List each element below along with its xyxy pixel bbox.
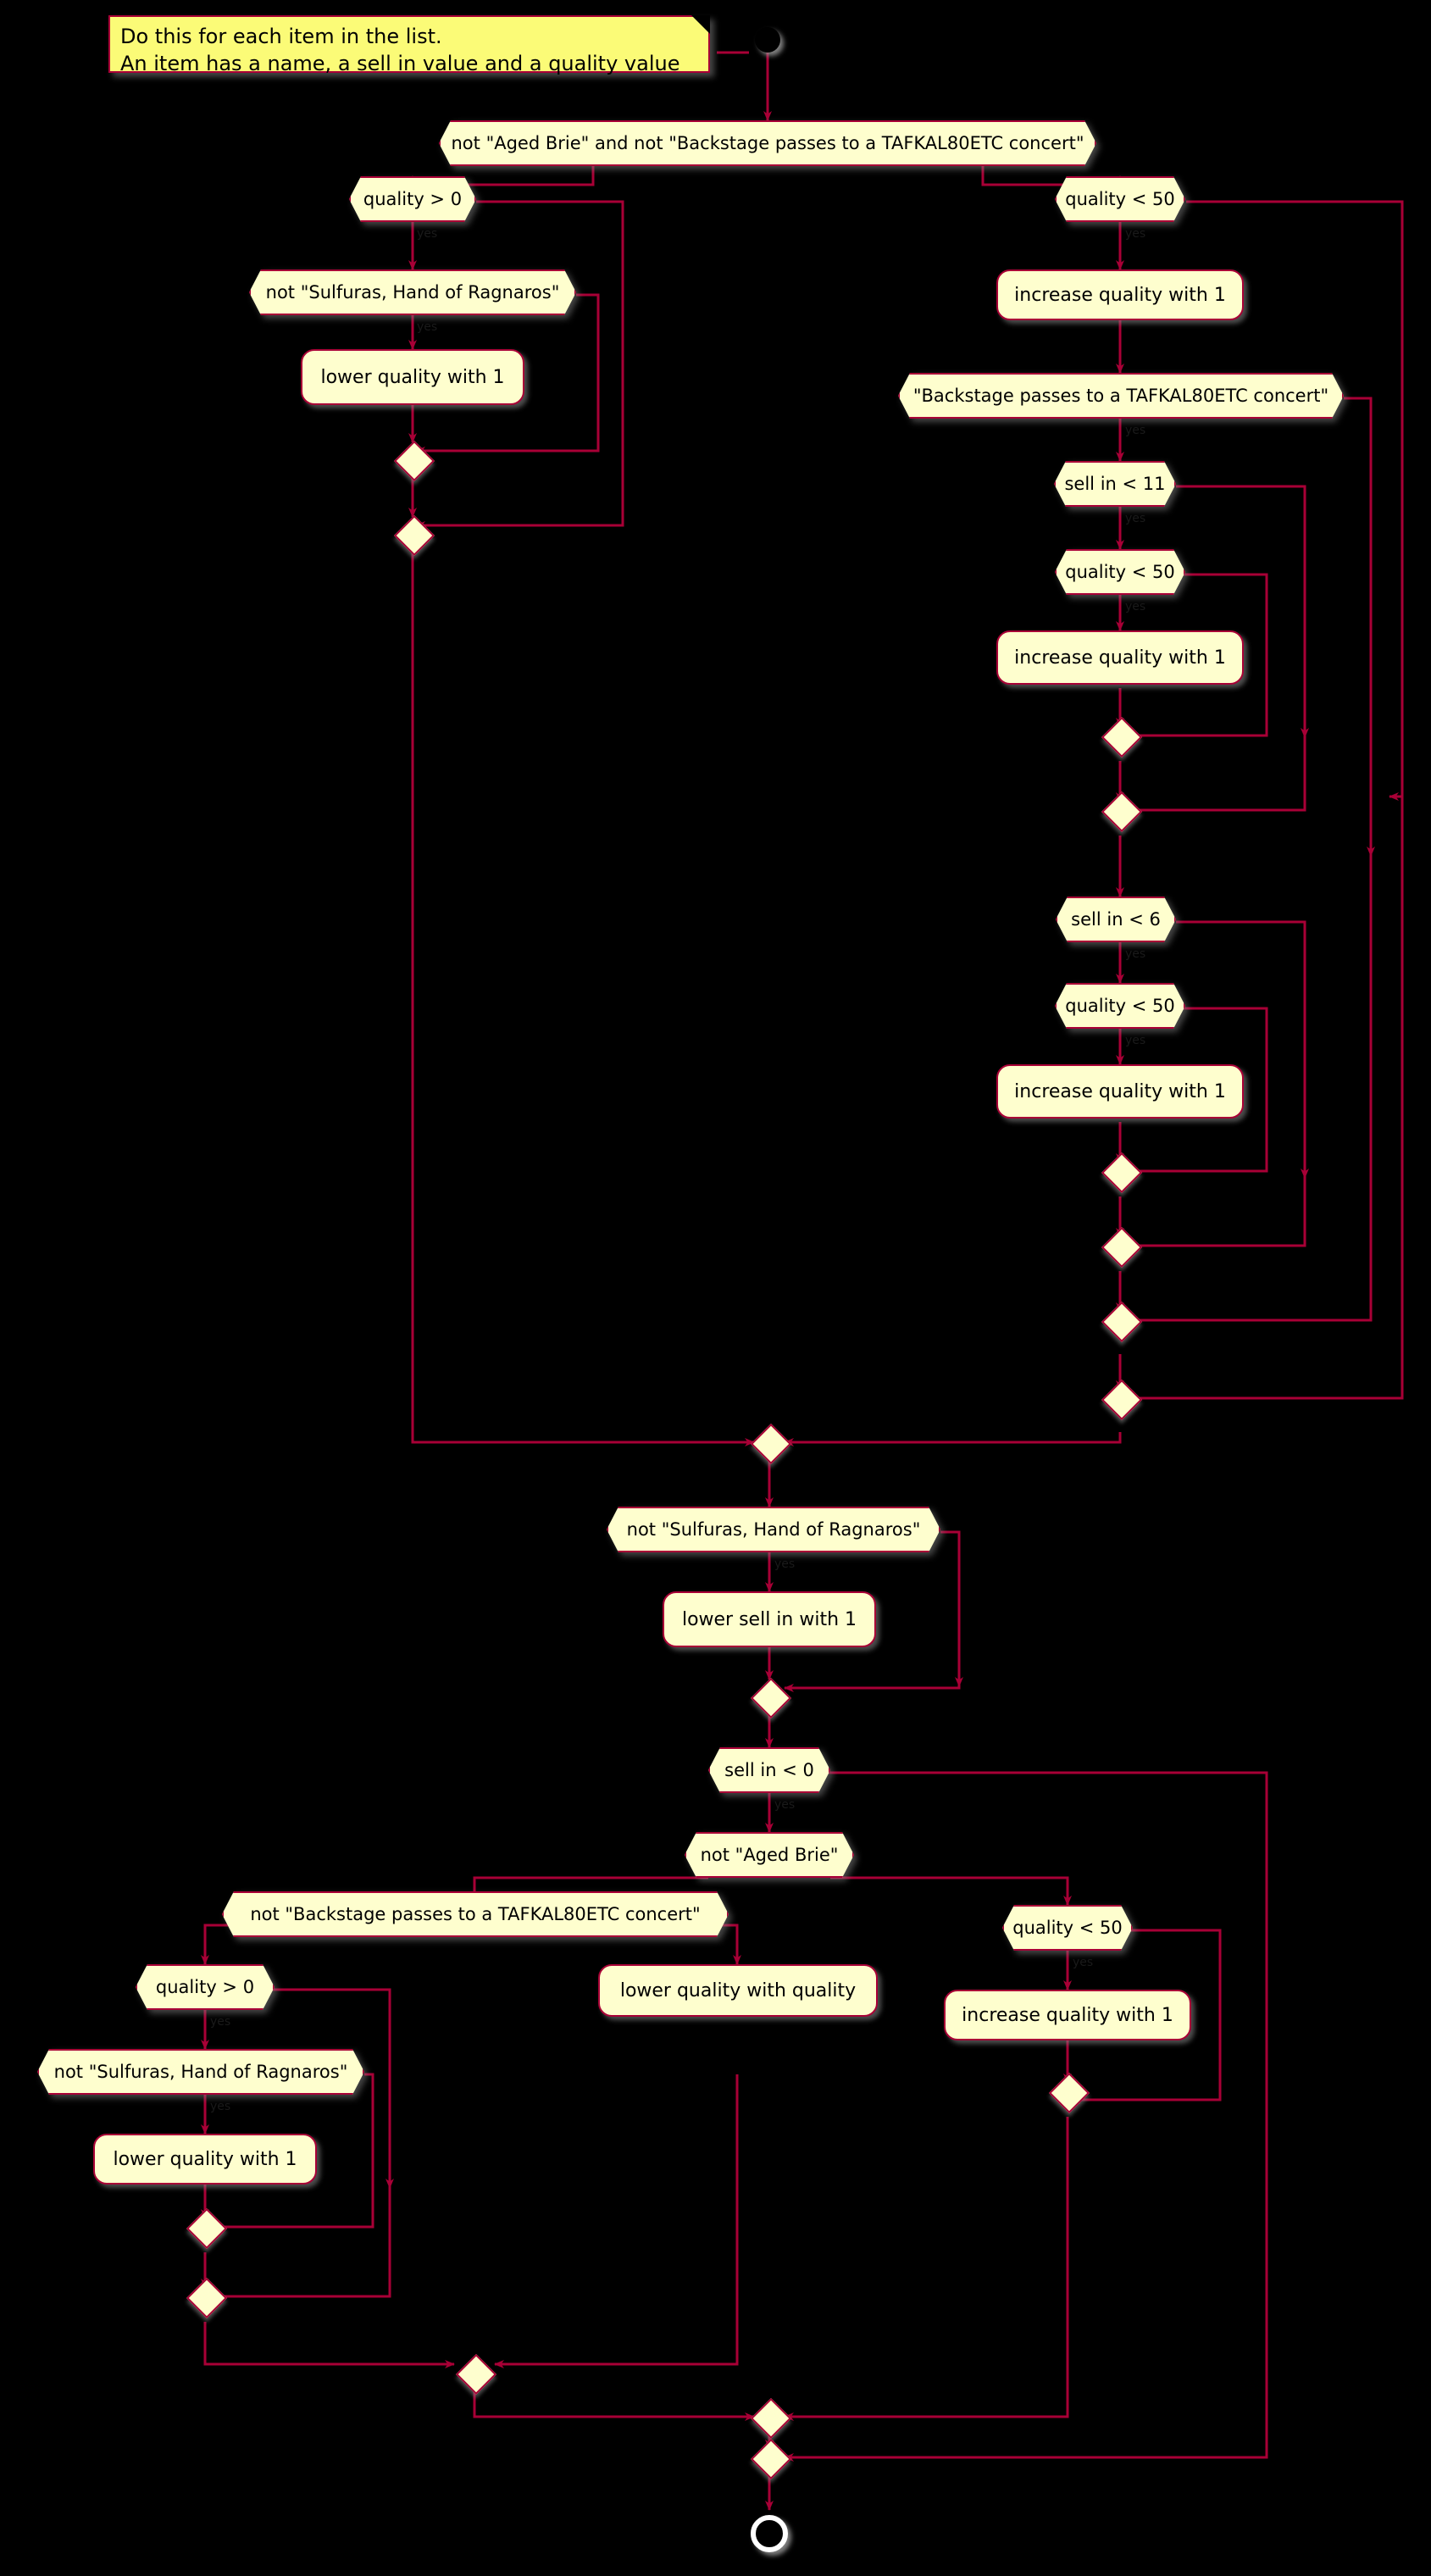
condition-shape: quality > 0 <box>136 1964 275 2010</box>
note-fold-icon <box>691 15 710 34</box>
edge-label-yes: yes <box>774 1798 796 1812</box>
condition-shape: not "Backstage passes to a TAFKAL80ETC c… <box>222 1891 729 1937</box>
activity-lower-sell-in-with-1[interactable]: lower sell in with 1 <box>663 1591 876 1647</box>
condition-label: quality > 0 <box>155 1977 255 1997</box>
condition-sell-in-lt-6[interactable]: sell in < 6 <box>1056 897 1176 942</box>
condition-shape: not "Aged Brie" and not "Backstage passe… <box>439 120 1096 166</box>
condition-shape: quality > 0 <box>349 176 476 222</box>
edge-label-yes: yes <box>417 227 438 241</box>
condition-label: not "Sulfuras, Hand of Ragnaros" <box>53 2062 348 2082</box>
condition-quality-lt-50-top[interactable]: quality < 50 <box>1055 176 1185 222</box>
condition-label: not "Aged Brie" <box>700 1845 839 1865</box>
condition-sell-in-lt-0[interactable]: sell in < 0 <box>708 1747 830 1793</box>
condition-not-sulfuras-top[interactable]: not "Sulfuras, Hand of Ragnaros" <box>249 269 576 315</box>
activity-increase-quality-with-1-bottom[interactable]: increase quality with 1 <box>944 1990 1191 2040</box>
edge-label-yes: yes <box>1125 947 1146 961</box>
condition-not-aged-brie-and-not-backstage[interactable]: not "Aged Brie" and not "Backstage passe… <box>439 120 1096 166</box>
condition-quality-gt-0-bottom[interactable]: quality > 0 <box>136 1964 275 2010</box>
condition-label: not "Sulfuras, Hand of Ragnaros" <box>626 1519 921 1540</box>
edge-label-yes: yes <box>774 1557 796 1571</box>
condition-shape: sell in < 11 <box>1054 461 1176 507</box>
condition-label: sell in < 11 <box>1064 474 1166 494</box>
activity-increase-quality-with-1-sellin11[interactable]: increase quality with 1 <box>996 630 1244 685</box>
activity-increase-quality-with-1-sellin6[interactable]: increase quality with 1 <box>996 1064 1244 1119</box>
condition-label: quality < 50 <box>1065 996 1175 1016</box>
condition-quality-lt-50-sellin6[interactable]: quality < 50 <box>1055 983 1185 1029</box>
activity-label: lower sell in with 1 <box>681 1608 857 1630</box>
condition-label: not "Sulfuras, Hand of Ragnaros" <box>265 282 560 303</box>
condition-label: "Backstage passes to a TAFKAL80ETC conce… <box>912 386 1329 406</box>
note-line-1: Do this for each item in the list. <box>120 25 442 48</box>
condition-shape: not "Aged Brie" <box>685 1832 854 1878</box>
note-line-2: An item has a name, a sell in value and … <box>120 51 680 75</box>
edge-label-yes: yes <box>1125 424 1146 437</box>
activity-lower-quality-with-1-bottom[interactable]: lower quality with 1 <box>93 2134 317 2185</box>
edge-label-yes: yes <box>417 320 438 334</box>
condition-label: quality < 50 <box>1012 1918 1123 1938</box>
start-node <box>755 27 780 53</box>
condition-shape: sell in < 6 <box>1056 897 1176 942</box>
edge-label-yes: yes <box>210 2100 231 2113</box>
condition-sell-in-lt-11[interactable]: sell in < 11 <box>1054 461 1176 507</box>
condition-not-backstage-bottom[interactable]: not "Backstage passes to a TAFKAL80ETC c… <box>222 1891 729 1937</box>
condition-shape: not "Sulfuras, Hand of Ragnaros" <box>249 269 576 315</box>
condition-quality-gt-0-top[interactable]: quality > 0 <box>349 176 476 222</box>
condition-shape: not "Sulfuras, Hand of Ragnaros" <box>607 1507 940 1552</box>
activity-label: increase quality with 1 <box>1014 647 1226 669</box>
edge-label-yes: yes <box>1125 1034 1146 1047</box>
edge-label-yes: yes <box>1125 600 1146 613</box>
condition-shape: quality < 50 <box>1055 983 1185 1029</box>
condition-not-sulfuras-mid[interactable]: not "Sulfuras, Hand of Ragnaros" <box>607 1507 940 1552</box>
edge-label-yes: yes <box>1125 512 1146 525</box>
activity-lower-quality-with-1-top[interactable]: lower quality with 1 <box>301 349 524 405</box>
condition-shape: not "Sulfuras, Hand of Ragnaros" <box>37 2049 364 2095</box>
activity-label: lower quality with quality <box>619 1979 857 2001</box>
condition-label: sell in < 0 <box>724 1760 814 1780</box>
condition-label: quality < 50 <box>1065 562 1175 582</box>
diagram-note: Do this for each item in the list. An it… <box>108 15 710 75</box>
condition-shape: sell in < 0 <box>708 1747 830 1793</box>
activity-label: lower quality with 1 <box>320 366 505 388</box>
condition-shape: quality < 50 <box>1002 1905 1133 1951</box>
condition-shape: quality < 50 <box>1055 549 1185 595</box>
edge-label-yes: yes <box>1073 1956 1094 1969</box>
condition-quality-lt-50-bottom[interactable]: quality < 50 <box>1002 1905 1133 1951</box>
activity-increase-quality-with-1-top[interactable]: increase quality with 1 <box>996 269 1244 320</box>
condition-shape: quality < 50 <box>1055 176 1185 222</box>
condition-label: quality > 0 <box>363 189 463 209</box>
activity-label: increase quality with 1 <box>1014 284 1226 306</box>
activity-label: increase quality with 1 <box>962 2004 1173 2026</box>
activity-label: lower quality with 1 <box>113 2148 297 2170</box>
condition-label: quality < 50 <box>1065 189 1175 209</box>
condition-not-aged-brie[interactable]: not "Aged Brie" <box>685 1832 854 1878</box>
condition-quality-lt-50-sellin11[interactable]: quality < 50 <box>1055 549 1185 595</box>
condition-label: not "Aged Brie" and not "Backstage passe… <box>451 133 1084 153</box>
activity-label: increase quality with 1 <box>1014 1080 1226 1102</box>
condition-shape: "Backstage passes to a TAFKAL80ETC conce… <box>898 373 1344 419</box>
condition-backstage-passes[interactable]: "Backstage passes to a TAFKAL80ETC conce… <box>898 373 1344 419</box>
condition-not-sulfuras-bottom[interactable]: not "Sulfuras, Hand of Ragnaros" <box>37 2049 364 2095</box>
condition-label: not "Backstage passes to a TAFKAL80ETC c… <box>250 1904 701 1924</box>
condition-label: sell in < 6 <box>1071 909 1161 930</box>
edge-label-yes: yes <box>210 2015 231 2029</box>
end-node <box>751 2515 788 2552</box>
edge-label-yes: yes <box>1125 227 1146 241</box>
activity-lower-quality-with-quality[interactable]: lower quality with quality <box>598 1964 878 2017</box>
